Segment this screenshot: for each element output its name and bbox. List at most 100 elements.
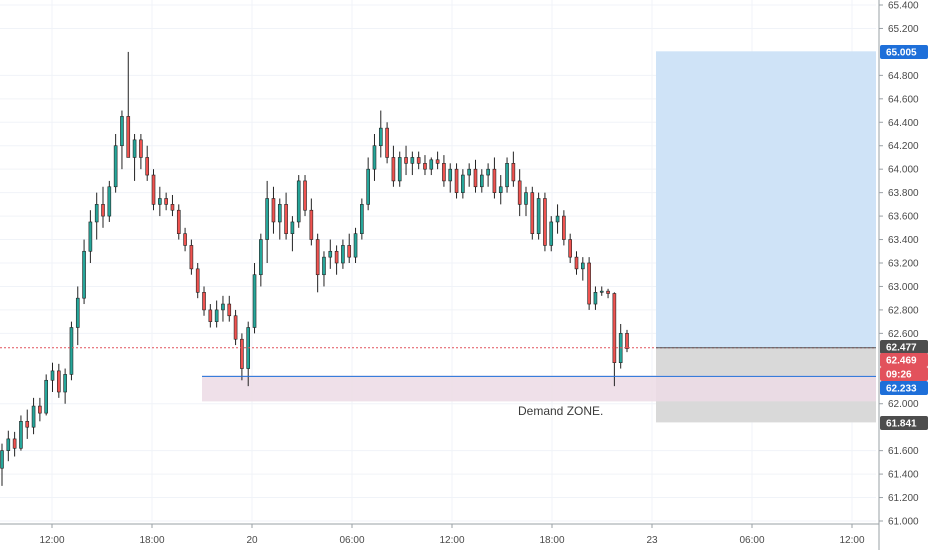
y-tick-label: 63.800 <box>888 188 919 199</box>
candle <box>416 151 421 170</box>
candle <box>252 263 257 334</box>
candle-body-up <box>0 450 4 469</box>
candle <box>63 368 67 404</box>
candle-body-up <box>467 168 471 176</box>
candle <box>25 409 30 439</box>
y-tick-label: 64.200 <box>888 141 919 152</box>
candle-body-up <box>75 297 80 328</box>
candle <box>618 323 623 369</box>
candle-body-down <box>612 293 617 363</box>
candle-body-up <box>158 198 162 205</box>
candle-body-down <box>25 421 30 428</box>
price-tag: 62.477 <box>880 340 928 354</box>
candle-body-up <box>296 180 301 223</box>
y-tick-label: 65.200 <box>888 24 919 35</box>
x-tick-label: 18:00 <box>139 535 164 546</box>
candle <box>385 122 389 164</box>
price-tag-box <box>880 353 928 367</box>
candle <box>341 239 345 269</box>
candle-body-down <box>233 315 238 340</box>
candle <box>517 169 522 217</box>
candle-body-down <box>309 209 314 240</box>
candle-body-up <box>448 168 453 182</box>
y-tick-label: 63.600 <box>888 212 919 223</box>
candle <box>195 263 200 299</box>
candle <box>176 204 181 240</box>
candle <box>303 175 307 217</box>
candle-body-down <box>416 157 421 164</box>
candle-body-down <box>606 290 610 294</box>
candle <box>360 198 364 240</box>
candle <box>120 110 124 170</box>
candle <box>612 292 617 387</box>
x-tick-label: 12:00 <box>39 535 64 546</box>
price-tag: 62.233 <box>880 381 928 395</box>
candle <box>151 169 156 211</box>
candle <box>606 288 610 299</box>
candle <box>315 233 320 293</box>
price-tag-box <box>880 45 928 59</box>
candle <box>347 233 352 263</box>
candle-body-down <box>208 309 213 322</box>
candle <box>435 151 440 170</box>
candle-body-down <box>284 204 288 234</box>
candle <box>202 286 206 316</box>
price-tags: 65.005 62.477 62.469 09:26 62.233 61.841 <box>880 45 928 430</box>
candle <box>290 216 295 252</box>
candle-body-down <box>315 239 320 276</box>
candle-body-down <box>574 256 579 270</box>
candle <box>38 397 42 422</box>
candle-body-up <box>50 370 55 381</box>
candle <box>479 169 484 193</box>
candle-body-up <box>397 157 402 182</box>
candle <box>189 239 194 275</box>
y-tick-label: 61.000 <box>888 517 919 528</box>
candle <box>505 157 509 193</box>
candle-body-down <box>145 157 150 176</box>
price-tag: 65.005 <box>880 45 928 59</box>
price-tag-label: 62.469 <box>886 356 917 367</box>
candle-body-down <box>587 262 591 305</box>
price-tag-label: 62.233 <box>886 384 917 395</box>
candle <box>227 295 232 322</box>
candle-body-down <box>38 405 42 414</box>
candle-body-down <box>334 250 339 264</box>
candle-body-down <box>385 127 389 158</box>
candle-body-up <box>429 159 434 170</box>
candle-body-down <box>183 233 187 246</box>
price-tag-label: 65.005 <box>886 48 917 59</box>
candle <box>259 233 263 287</box>
y-tick-label: 64.600 <box>888 94 919 105</box>
candle-body-down <box>543 198 547 246</box>
candle <box>221 295 225 322</box>
candle-body-up <box>505 163 509 188</box>
candle <box>334 245 339 275</box>
y-tick-label: 65.400 <box>888 1 919 12</box>
candle <box>322 251 326 287</box>
candle <box>265 180 269 263</box>
candle-body-down <box>126 116 131 158</box>
candle-body-down <box>423 163 427 170</box>
candle-body-down <box>12 438 17 449</box>
y-tick-label: 62.600 <box>888 329 919 340</box>
candle-body-up <box>214 309 219 322</box>
candle <box>214 300 219 328</box>
price-lines <box>0 347 876 377</box>
position-zones <box>202 51 876 423</box>
candle <box>372 134 377 181</box>
candle <box>101 186 105 228</box>
candle <box>442 155 446 187</box>
candle-body-down <box>151 174 156 205</box>
candles <box>0 51 629 486</box>
candle-body-down <box>227 303 232 317</box>
candle <box>164 192 168 211</box>
candle <box>410 151 415 176</box>
x-tick-label: 23 <box>646 535 658 546</box>
candle <box>454 163 459 199</box>
x-tick-label: 06:00 <box>739 535 764 546</box>
candle-body-down <box>404 157 408 164</box>
candle-body-up <box>107 186 112 217</box>
candle-body-down <box>391 157 396 182</box>
candle-body-up <box>328 250 333 258</box>
